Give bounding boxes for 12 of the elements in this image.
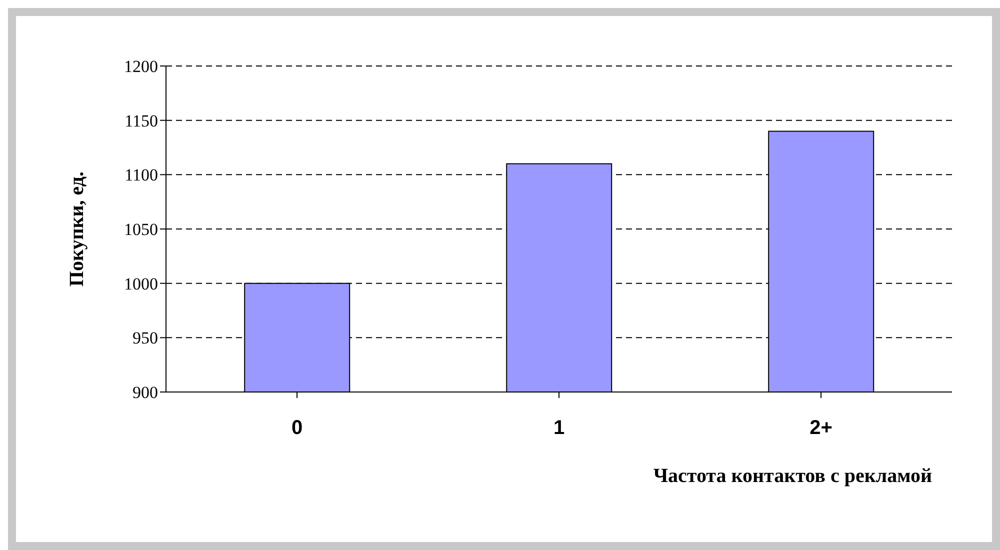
y-tick-label: 1150 bbox=[124, 111, 158, 130]
y-tick-label: 1050 bbox=[124, 220, 158, 240]
y-tick-label: 1100 bbox=[124, 166, 158, 185]
y-tick-label: 900 bbox=[132, 383, 158, 402]
y-axis-title: Покупки, ед. bbox=[66, 171, 88, 287]
x-tick-label: 2+ bbox=[810, 417, 832, 440]
x-tick-label: 0 bbox=[291, 417, 303, 440]
y-tick-label: 950 bbox=[132, 328, 158, 348]
x-tick-label: 1 bbox=[553, 417, 565, 440]
y-tick-label: 1200 bbox=[124, 57, 158, 76]
x-axis-title: Частота контактов с рекламой bbox=[653, 465, 932, 487]
y-tick-label: 1000 bbox=[124, 274, 158, 294]
